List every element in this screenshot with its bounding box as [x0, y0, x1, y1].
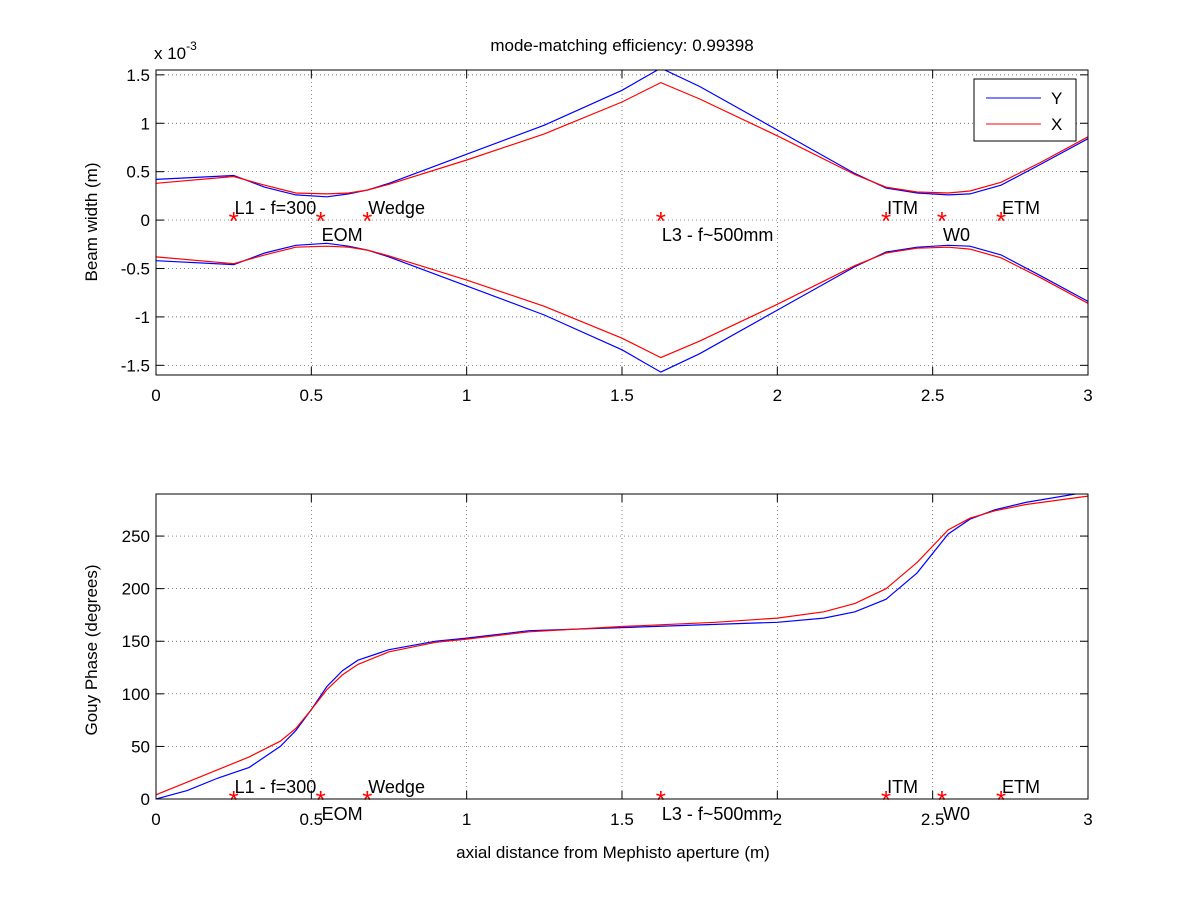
- beam-width-x-tick-label: 1: [462, 386, 471, 405]
- beam-width-exponent-power: -3: [186, 39, 197, 53]
- beam-width-marker: *: [937, 206, 947, 236]
- gouy-phase-y-tick-label: 250: [122, 527, 150, 546]
- beam-width-x-tick-label: 2: [773, 386, 782, 405]
- beam-width-marker-label: L3 - f~500mm: [662, 225, 774, 245]
- beam-width-marker: *: [881, 206, 891, 236]
- beam-width-markers: *L1 - f=300 *EOM *Wedge *L3 - f~500mm *ITM *W…: [229, 198, 1040, 245]
- beam-width-series: [156, 70, 1088, 373]
- gouy-phase-markers: *L1 - f=300 *EOM *Wedge *L3 - f~500mm *ITM *W…: [229, 777, 1040, 824]
- gouy-phase-y-tick-label: 50: [131, 737, 150, 756]
- beam-width-ylabel: Beam width (m): [82, 162, 101, 281]
- beam-width-y-tick-label: 1.5: [126, 66, 150, 85]
- beam-width-x-tick-label: 2.5: [921, 386, 945, 405]
- beam-width-marker-label: Wedge: [368, 198, 425, 218]
- gouy-phase-marker: *: [656, 785, 666, 815]
- beam-width-marker-label: W0: [943, 225, 970, 245]
- beam-width-x-tick-label: 1.5: [610, 386, 634, 405]
- beam-width-y-tick-label: -1.5: [121, 356, 150, 375]
- beam-width-title: mode-matching efficiency: 0.99398: [490, 36, 753, 55]
- beam-width-x-tick-label: 0.5: [300, 386, 324, 405]
- gouy-phase-marker: *: [229, 785, 239, 815]
- gouy-phase-plot: *L1 - f=300 *EOM *Wedge *L3 - f~500mm *ITM *W…: [82, 493, 1093, 862]
- gouy-phase-y-tick-label: 0: [141, 790, 150, 809]
- gouy-phase-marker: *: [362, 785, 372, 815]
- gouy-phase-marker: *: [316, 785, 326, 815]
- gouy-phase-marker: *: [996, 785, 1006, 815]
- gouy-phase-series: [156, 494, 1088, 799]
- gouy-phase-marker: *: [881, 785, 891, 815]
- beam-width-series-line-series-3-3: [156, 245, 1088, 359]
- gouy-phase-series-line-x-1: [156, 495, 1088, 796]
- gouy-phase-x-tick-label: 2: [773, 810, 782, 829]
- beam-width-x-tick-label: 0: [151, 386, 160, 405]
- gouy-phase-y-tick-label: 100: [122, 685, 150, 704]
- beam-width-marker: *: [316, 206, 326, 236]
- gouy-phase-y-tick-label: 150: [122, 632, 150, 651]
- gouy-phase-marker-label: L1 - f=300: [235, 777, 317, 797]
- beam-width-series-line-series-1-1: [156, 242, 1088, 373]
- legend-box: [973, 78, 1077, 142]
- beam-width-ticks: 0 0.5 1 1.5 2 2.5 3 -1.5 -1 -0.5 0 0.5 1 1.5: [121, 66, 1093, 405]
- gouy-phase-marker-label: Wedge: [368, 777, 425, 797]
- gouy-phase-x-tick-label: 1: [462, 810, 471, 829]
- beam-width-y-tick-label: 0: [141, 211, 150, 230]
- gouy-phase-y-tick-label: 200: [122, 580, 150, 599]
- gouy-phase-x-tick-label: 0: [151, 810, 160, 829]
- legend-label-y: Y: [1051, 89, 1062, 108]
- beam-width-marker: *: [996, 206, 1006, 236]
- beam-width-y-tick-label: 0.5: [126, 163, 150, 182]
- gouy-phase-marker: *: [937, 785, 947, 815]
- beam-width-marker: *: [656, 206, 666, 236]
- beam-width-exponent-label: x 10-3: [154, 39, 197, 63]
- gouy-phase-x-tick-label: 2.5: [921, 810, 945, 829]
- beam-width-marker-label: ITM: [887, 198, 918, 218]
- beam-width-marker: *: [229, 206, 239, 236]
- beam-width-x-tick-label: 3: [1083, 386, 1092, 405]
- beam-width-marker: *: [362, 206, 372, 236]
- beam-width-marker-label: L1 - f=300: [235, 198, 317, 218]
- gouy-phase-marker-label: EOM: [322, 804, 363, 824]
- gouy-phase-ticks: 0 0.5 1 1.5 2 2.5 3 0 50 100 150 200 250: [122, 494, 1093, 829]
- beam-width-y-tick-label: 1: [141, 114, 150, 133]
- gouy-phase-marker-label: ITM: [887, 777, 918, 797]
- beam-width-series-line-x-2: [156, 81, 1088, 195]
- beam-width-marker-label: ETM: [1002, 198, 1040, 218]
- gouy-phase-series-line-y-0: [156, 494, 1080, 799]
- beam-width-plot: *L1 - f=300 *EOM *Wedge *L3 - f~500mm *ITM *W…: [82, 36, 1093, 405]
- beam-width-marker-label: EOM: [322, 225, 363, 245]
- legend: Y X: [973, 78, 1077, 142]
- gouy-phase-x-tick-label: 1.5: [610, 810, 634, 829]
- gouy-phase-x-tick-label: 3: [1083, 810, 1092, 829]
- gouy-phase-x-tick-label: 0.5: [300, 810, 324, 829]
- gouy-phase-xlabel: axial distance from Mephisto aperture (m…: [456, 843, 770, 862]
- beam-width-y-tick-label: -0.5: [121, 259, 150, 278]
- gouy-phase-ylabel: Gouy Phase (degrees): [82, 564, 101, 735]
- gouy-phase-marker-label: ETM: [1002, 777, 1040, 797]
- beam-width-series-line-y-0: [156, 70, 1088, 198]
- beam-width-y-tick-label: -1: [135, 308, 150, 327]
- gouy-phase-marker-label: L3 - f~500mm: [662, 804, 774, 824]
- legend-label-x: X: [1051, 115, 1062, 134]
- gouy-phase-marker-label: W0: [943, 804, 970, 824]
- beam-width-exponent-base: x 10: [154, 44, 186, 63]
